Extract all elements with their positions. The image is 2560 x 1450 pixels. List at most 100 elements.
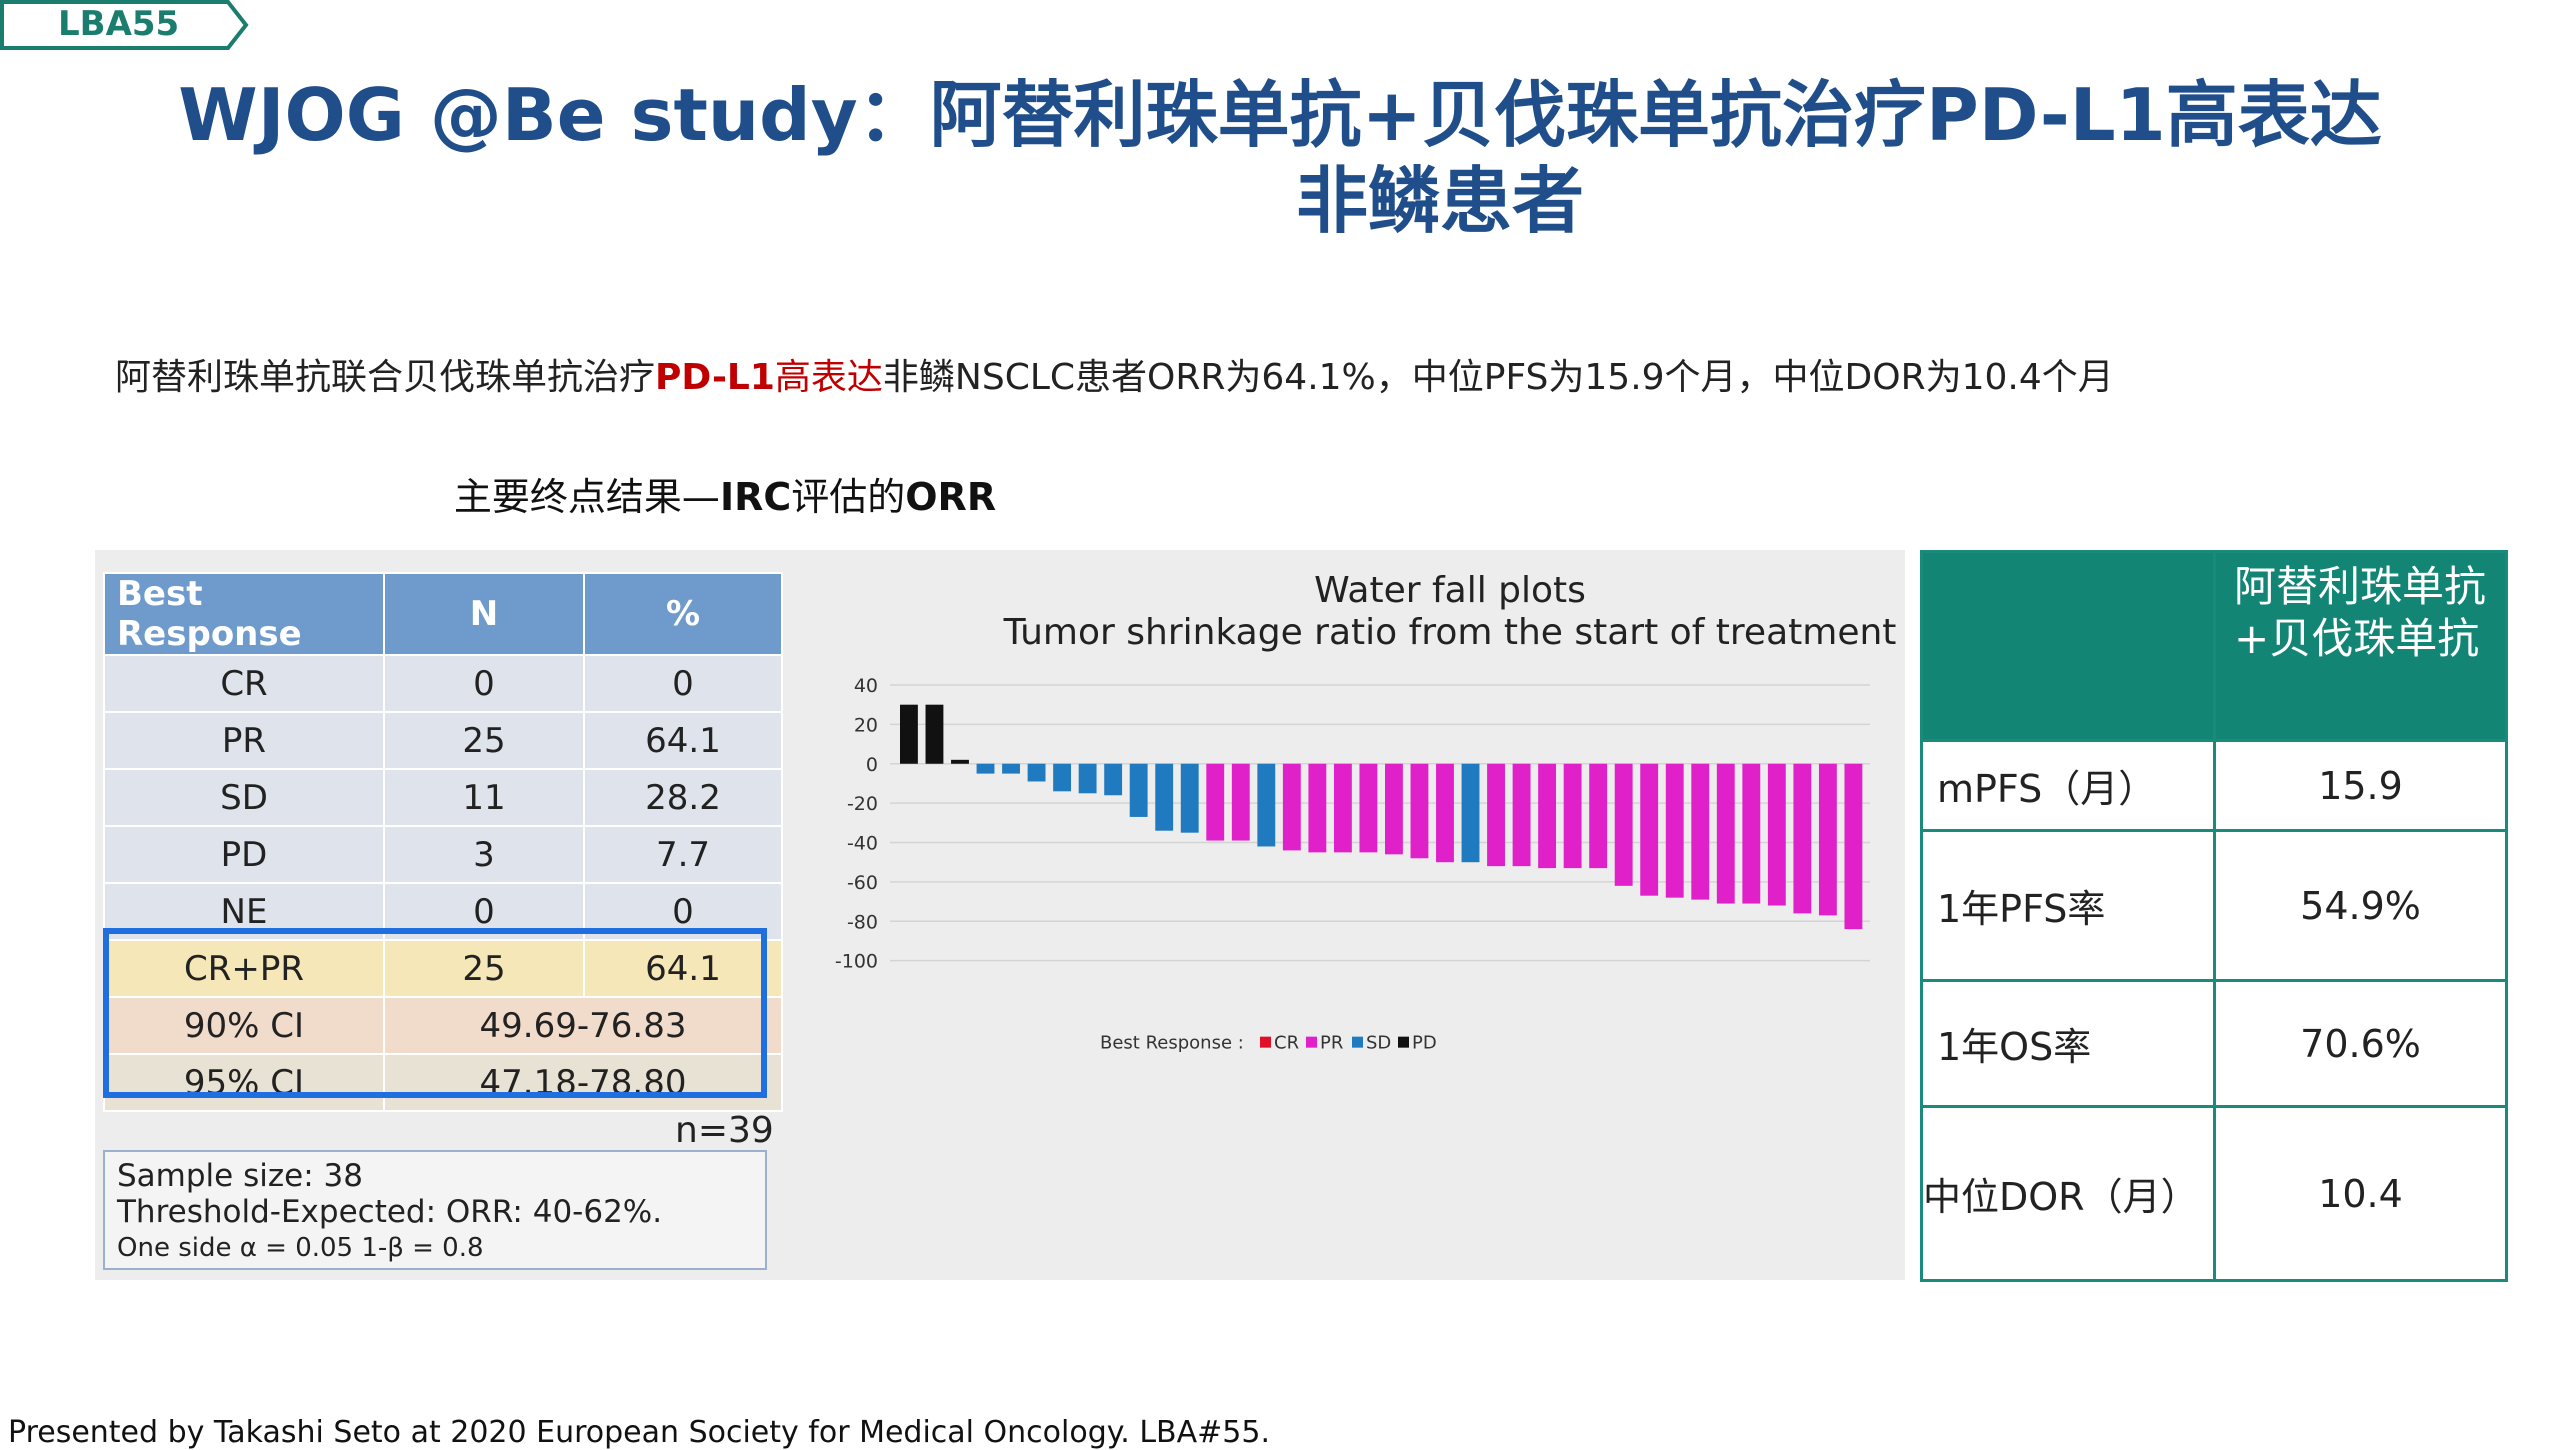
legend-label: CR <box>1274 1033 1299 1054</box>
row-n: 11 <box>383 768 585 827</box>
waterfall-bar <box>1002 763 1020 774</box>
legend-swatch <box>1260 1036 1271 1048</box>
row-label: CR+PR <box>103 939 385 998</box>
waterfall-bar <box>1589 763 1608 869</box>
chart-subtitle: Tumor shrinkage ratio from the start of … <box>1003 612 1897 653</box>
section-tag: LBA55 <box>0 0 250 56</box>
chart-title-block: Water fall plots Tumor shrinkage ratio f… <box>975 570 1925 654</box>
waterfall-bar <box>1793 763 1812 914</box>
waterfall-bar <box>1078 763 1097 794</box>
row-ci-value: 49.69-76.83 <box>383 996 783 1055</box>
efficacy-value: 70.6% <box>2213 979 2508 1108</box>
tag-arrow-shape <box>0 0 249 50</box>
y-tick-label: -20 <box>847 793 878 815</box>
legend-label: PR <box>1320 1033 1343 1054</box>
header-n: N <box>383 572 585 656</box>
efficacy-value: 15.9 <box>2213 739 2508 832</box>
row-n: 3 <box>383 825 585 884</box>
efficacy-table-header: 阿替利珠单抗+贝伐珠单抗 <box>1920 550 2508 742</box>
legend-swatch <box>1306 1036 1317 1048</box>
row-n: 25 <box>383 939 585 998</box>
row-percent: 28.2 <box>583 768 783 827</box>
table-row-90ci: 90% CI 49.69-76.83 <box>103 996 783 1055</box>
subtitle-part-3: 评估的 <box>791 475 906 519</box>
ci-highlight-box <box>103 928 767 1098</box>
row-percent: 64.1 <box>583 939 783 998</box>
table-row: 中位DOR（月） 10.4 <box>1920 1105 2508 1282</box>
waterfall-bar <box>1487 763 1505 867</box>
waterfall-chart: 40 20 0 -20 -40 -60 -80 -100 Best Response : CR PR… <box>835 675 1870 1054</box>
row-percent: 0 <box>583 654 783 713</box>
summary-part-3: 高表达 <box>774 357 883 398</box>
waterfall-bar <box>1333 763 1352 853</box>
waterfall-bar <box>951 759 969 764</box>
efficacy-label: 1年OS率 <box>1920 979 2216 1108</box>
waterfall-bar <box>1665 763 1684 898</box>
n-label: n=39 <box>675 1110 774 1151</box>
table-row: PD 3 7.7 <box>103 825 783 884</box>
row-percent: 7.7 <box>583 825 783 884</box>
y-tick-label: -80 <box>847 911 878 933</box>
legend-label: PD <box>1412 1033 1437 1054</box>
waterfall-bar <box>1767 763 1786 906</box>
waterfall-bar <box>900 704 918 764</box>
summary-part-4: 非鳞NSCLC患者ORR为64.1%，中位PFS为15.9个月，中位DOR为10… <box>882 357 2114 398</box>
y-tick-label: -60 <box>847 872 878 894</box>
efficacy-header-blank <box>1920 550 2216 742</box>
efficacy-label: 1年PFS率 <box>1920 829 2216 982</box>
waterfall-bar <box>1027 763 1046 782</box>
row-n: 25 <box>383 711 585 770</box>
summary-part-1: 阿替利珠单抗联合贝伐珠单抗治疗 <box>115 357 656 398</box>
row-label: PR <box>103 711 385 770</box>
page-title: WJOG @Be study：阿替利珠单抗+贝伐珠单抗治疗PD-L1高表达 非鳞… <box>0 72 2560 244</box>
table-row: mPFS（月） 15.9 <box>1920 739 2508 832</box>
waterfall-bar <box>1563 763 1582 869</box>
waterfall-bar <box>925 704 944 764</box>
table-row: PR 25 64.1 <box>103 711 783 770</box>
y-tick-label: -100 <box>835 951 878 973</box>
header-percent: % <box>583 572 783 656</box>
waterfall-bar <box>1410 763 1429 859</box>
threshold-text: Threshold-Expected: ORR: 40-62%. <box>117 1194 663 1230</box>
tag-label: LBA55 <box>58 4 180 44</box>
subtitle-part-2: IRC <box>719 475 792 519</box>
row-n: 0 <box>383 654 585 713</box>
waterfall-bar <box>1308 763 1327 853</box>
efficacy-header-treatment: 阿替利珠单抗+贝伐珠单抗 <box>2213 550 2508 742</box>
table-row: SD 11 28.2 <box>103 768 783 827</box>
row-label: SD <box>103 768 385 827</box>
summary-part-2: PD-L1 <box>655 357 775 398</box>
title-line-1: WJOG @Be study：阿替利珠单抗+贝伐珠单抗治疗PD-L1高表达 <box>178 73 2382 157</box>
waterfall-bar <box>976 763 995 774</box>
waterfall-bar <box>1231 763 1250 841</box>
waterfall-bar <box>1053 763 1072 792</box>
chart-title: Water fall plots <box>1314 570 1586 611</box>
waterfall-bar <box>1512 763 1531 867</box>
table-row: 1年PFS率 54.9% <box>1920 829 2508 982</box>
waterfall-bar <box>1818 763 1837 916</box>
row-label: PD <box>103 825 385 884</box>
waterfall-bar <box>1282 763 1301 851</box>
sample-size-box: Sample size: 38 Threshold-Expected: ORR:… <box>103 1150 767 1270</box>
alpha-text: One side α = 0.05 1-β = 0.8 <box>117 1233 484 1263</box>
efficacy-label: mPFS（月） <box>1920 739 2216 832</box>
efficacy-label: 中位DOR（月） <box>1920 1105 2216 1282</box>
y-tick-label: 20 <box>854 714 878 736</box>
response-table-header: Best Response N % <box>103 572 783 656</box>
legend-swatch <box>1398 1036 1409 1048</box>
y-tick-label: -40 <box>847 833 878 855</box>
y-tick-label: 40 <box>854 675 878 697</box>
waterfall-bar <box>1180 763 1199 833</box>
y-tick-label: 0 <box>866 754 878 776</box>
legend-title: Best Response : <box>1100 1033 1244 1054</box>
waterfall-bar <box>1844 763 1863 930</box>
waterfall-bar <box>1206 763 1225 841</box>
efficacy-value: 54.9% <box>2213 829 2508 982</box>
waterfall-bar <box>1614 763 1633 886</box>
subtitle-part-4: ORR <box>905 475 997 519</box>
waterfall-bar <box>1538 763 1557 869</box>
efficacy-table: 阿替利珠单抗+贝伐珠单抗 mPFS（月） 15.9 1年PFS率 54.9% 1… <box>1920 550 2508 1282</box>
table-row-cr-pr: CR+PR 25 64.1 <box>103 939 783 998</box>
header-best-response: Best Response <box>103 572 385 656</box>
row-label: CR <box>103 654 385 713</box>
